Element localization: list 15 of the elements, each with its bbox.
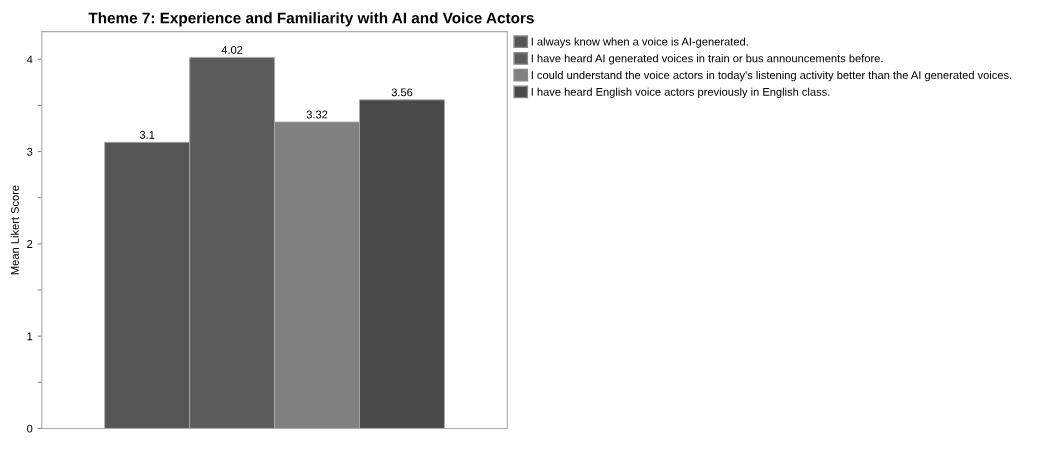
legend-label: I could understand the voice actors in today's listening activity better than the AI generated voices.	[531, 70, 1012, 82]
data-label: 3.32	[306, 110, 328, 119]
y-tick-label: 1	[27, 332, 33, 341]
y-axis-title: Mean Likert Score	[10, 185, 19, 275]
chart-title: Theme 7: Experience and Familiarity with AI and Voice Actors	[88, 12, 534, 27]
y-tick-label: 0	[27, 424, 33, 433]
y-tick-label: 3	[27, 147, 33, 156]
legend-label: I have heard AI generated voices in train or bus announcements before.	[531, 54, 883, 65]
data-label: 3.56	[391, 88, 413, 97]
legend-label: I always know when a voice is AI-generated.	[531, 37, 748, 48]
data-label: 3.1	[139, 130, 155, 139]
data-label: 4.02	[221, 45, 243, 54]
y-tick-label: 4	[26, 55, 33, 64]
legend-label: I have heard English voice actors previously in English class.	[531, 87, 830, 99]
y-tick-label: 2	[27, 240, 33, 248]
